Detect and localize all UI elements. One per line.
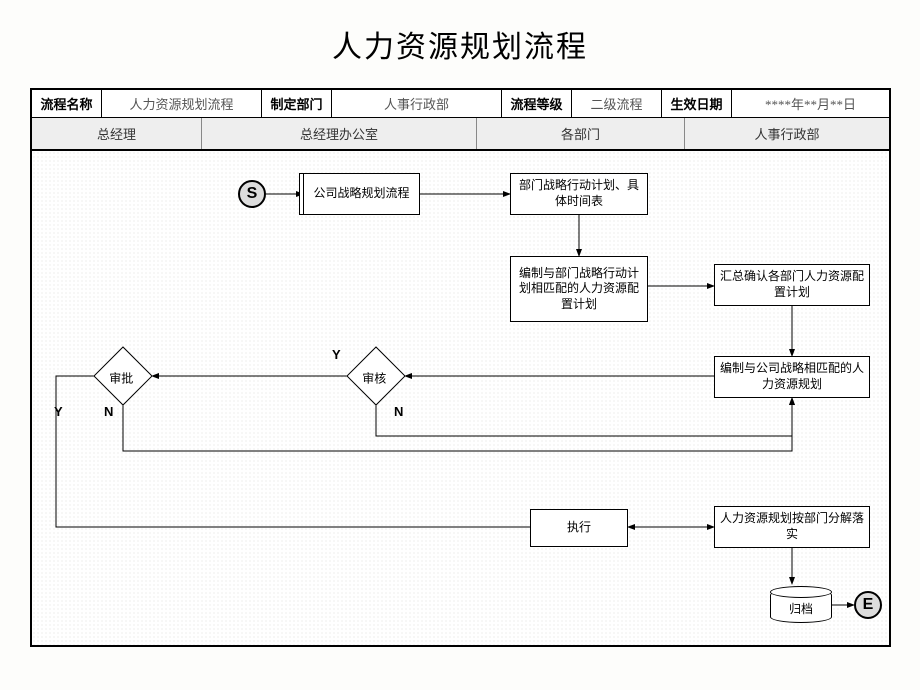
swimlane-headers: 总经理 总经理办公室 各部门 人事行政部 <box>32 118 889 151</box>
page-title: 人力资源规划流程 <box>0 0 920 80</box>
flow-frame: 流程名称 人力资源规划流程 制定部门 人事行政部 流程等级 二级流程 生效日期 … <box>30 88 891 647</box>
node-compile-hr-plan: 编制与公司战略相匹配的人力资源规划 <box>714 356 870 398</box>
node-company-strategy: 公司战略规划流程 <box>303 173 420 215</box>
start-node: S <box>238 180 266 208</box>
meta-row: 流程名称 人力资源规划流程 制定部门 人事行政部 流程等级 二级流程 生效日期 … <box>32 90 889 118</box>
meta-value-level: 二级流程 <box>572 90 662 117</box>
meta-label-dept: 制定部门 <box>262 90 332 117</box>
label-d1-n: N <box>394 404 403 419</box>
lane-header-office: 总经理办公室 <box>202 118 477 149</box>
lane-header-gm: 总经理 <box>32 118 202 149</box>
flow-canvas: S 公司战略规划流程 部门战略行动计划、具体时间表 编制与部门战略行动计划相匹配… <box>32 151 889 645</box>
node-confirm-plans: 汇总确认各部门人力资源配置计划 <box>714 264 870 306</box>
node-dept-action-plan: 部门战略行动计划、具体时间表 <box>510 173 648 215</box>
node-hr-config-plan: 编制与部门战略行动计划相匹配的人力资源配置计划 <box>510 256 648 322</box>
meta-label-name: 流程名称 <box>32 90 102 117</box>
meta-label-level: 流程等级 <box>502 90 572 117</box>
connector-lines <box>32 151 889 645</box>
decision-approve: 审批 <box>93 346 152 405</box>
end-node: E <box>854 591 882 619</box>
lane-header-depts: 各部门 <box>477 118 685 149</box>
meta-label-date: 生效日期 <box>662 90 732 117</box>
node-archive: 归档 <box>770 589 832 623</box>
meta-value-dept: 人事行政部 <box>332 90 502 117</box>
label-d2-y: Y <box>54 404 63 419</box>
meta-value-name: 人力资源规划流程 <box>102 90 262 117</box>
node-archive-label: 归档 <box>771 600 831 617</box>
node-execute: 执行 <box>530 509 628 547</box>
label-d1-y: Y <box>332 347 341 362</box>
decision-approve-label: 审批 <box>101 369 141 386</box>
decision-review-label: 审核 <box>354 369 394 386</box>
decision-review: 审核 <box>346 346 405 405</box>
label-d2-n: N <box>104 404 113 419</box>
lane-header-hr: 人事行政部 <box>685 118 889 149</box>
node-breakdown: 人力资源规划按部门分解落实 <box>714 506 870 548</box>
meta-value-date: ****年**月**日 <box>732 90 889 117</box>
